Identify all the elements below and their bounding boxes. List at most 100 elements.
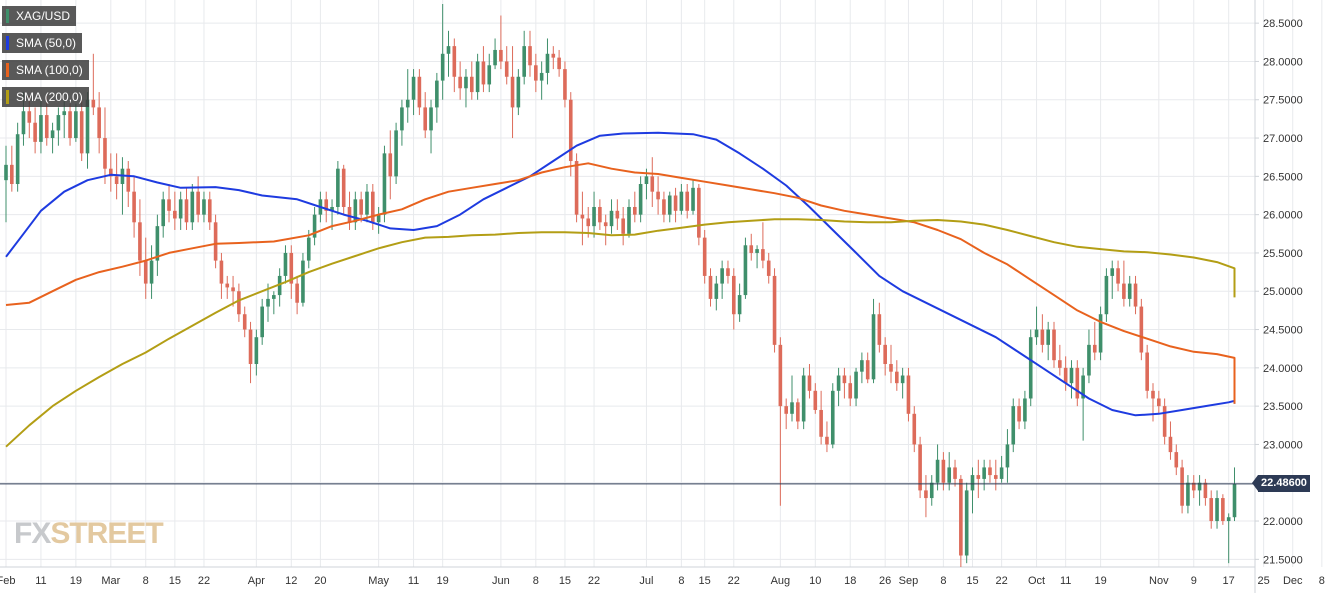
candle-body: [662, 199, 666, 215]
candle-body: [854, 371, 858, 399]
candle: [1215, 490, 1219, 529]
candle: [190, 184, 195, 230]
y-tick-label: 24.5000: [1263, 325, 1303, 337]
candle: [731, 268, 736, 330]
legend-sma50[interactable]: SMA (50,0): [2, 33, 83, 53]
candle: [574, 153, 579, 223]
candle-body: [534, 65, 538, 81]
candle: [411, 69, 416, 116]
candle-body: [592, 206, 596, 227]
candle: [842, 367, 847, 399]
y-tick-label: 27.5000: [1263, 95, 1303, 107]
candle-body: [1162, 406, 1167, 437]
candle: [871, 298, 876, 384]
candle: [1139, 298, 1144, 361]
candle-body: [1075, 367, 1080, 399]
candle-body: [988, 467, 992, 476]
candle: [475, 53, 480, 100]
candle-body: [312, 214, 317, 238]
candle-body: [947, 467, 952, 483]
candle: [726, 260, 730, 284]
candle-body: [1215, 498, 1219, 522]
legend-sma200-label: SMA (200,0): [16, 90, 83, 104]
candle-body: [766, 260, 771, 276]
candle-body: [44, 115, 49, 139]
candle-body: [778, 344, 783, 407]
candle-body: [79, 111, 84, 154]
candle-body: [330, 206, 334, 211]
candle: [1162, 398, 1167, 445]
candle-body: [132, 191, 136, 223]
candle: [621, 206, 625, 246]
candle: [912, 406, 917, 453]
candle-body: [609, 210, 614, 227]
x-tick-label: 15: [966, 575, 978, 587]
candle: [749, 233, 754, 261]
x-tick-label: 8: [143, 575, 149, 587]
candle-body: [929, 482, 934, 499]
candle-body: [1046, 329, 1050, 345]
candle: [1092, 321, 1097, 361]
candle-body: [91, 99, 96, 108]
candle-body: [1145, 352, 1149, 391]
candle-body: [580, 214, 585, 219]
candle: [976, 459, 981, 499]
candle-body: [277, 275, 282, 296]
candle: [702, 229, 707, 284]
candle-body: [697, 187, 701, 238]
y-tick-labels: 28.5000 28.0000 27.5000 27.0000 26.5000 26.00…: [1255, 18, 1303, 566]
legend-sma200[interactable]: SMA (200,0): [2, 87, 89, 107]
y-tick-label: 21.5000: [1263, 554, 1303, 566]
candle: [446, 30, 451, 77]
x-tick-label: 18: [844, 575, 856, 587]
candle: [132, 176, 136, 238]
candle: [539, 61, 544, 100]
candle-body: [976, 475, 981, 479]
candle-body: [429, 107, 433, 131]
x-tick-labels: Feb 11 19 Mar 8 15 22 Apr 12 20 May 11 19 Jun 8 15 22 Jul…: [0, 575, 1325, 587]
candle-body: [85, 99, 90, 154]
candle-body: [528, 46, 532, 66]
candle: [819, 390, 823, 445]
candle: [1017, 398, 1021, 430]
candle-body: [487, 65, 492, 85]
candle-body: [673, 195, 678, 211]
candle-body: [568, 99, 573, 162]
x-tick-label: 10: [809, 575, 821, 587]
x-tick-label: 15: [169, 575, 181, 587]
candle: [1226, 513, 1231, 564]
candle: [196, 176, 200, 223]
legend-sma100[interactable]: SMA (100,0): [2, 60, 89, 80]
candle: [429, 99, 433, 154]
candle-body: [1005, 444, 1010, 468]
candle-body: [912, 413, 917, 445]
candle: [458, 61, 462, 100]
candle: [877, 302, 882, 353]
candle-body: [796, 402, 800, 422]
candle-body: [114, 176, 119, 185]
candle-body: [1081, 375, 1085, 399]
candle-body: [860, 360, 864, 372]
candle: [423, 92, 428, 139]
candle: [219, 252, 224, 299]
candle-body: [1226, 517, 1231, 522]
candle-body: [935, 459, 940, 483]
legend-symbol[interactable]: XAG/USD: [2, 6, 77, 26]
candle-body: [219, 260, 224, 284]
candle-body: [248, 329, 253, 365]
candle: [807, 364, 812, 399]
candle-body: [574, 161, 579, 215]
candle-body: [924, 490, 928, 499]
candle: [277, 268, 282, 307]
candle-body: [190, 191, 195, 223]
candle: [207, 191, 212, 230]
legend-sma50-label: SMA (50,0): [16, 36, 77, 50]
candle: [173, 191, 177, 230]
candle-body: [807, 375, 812, 391]
candle-body: [289, 252, 294, 284]
x-tick-label: 19: [1094, 575, 1106, 587]
candle: [312, 206, 317, 246]
candle-body: [784, 406, 788, 414]
candle: [1028, 329, 1033, 407]
logo-street: STREET: [50, 517, 163, 550]
